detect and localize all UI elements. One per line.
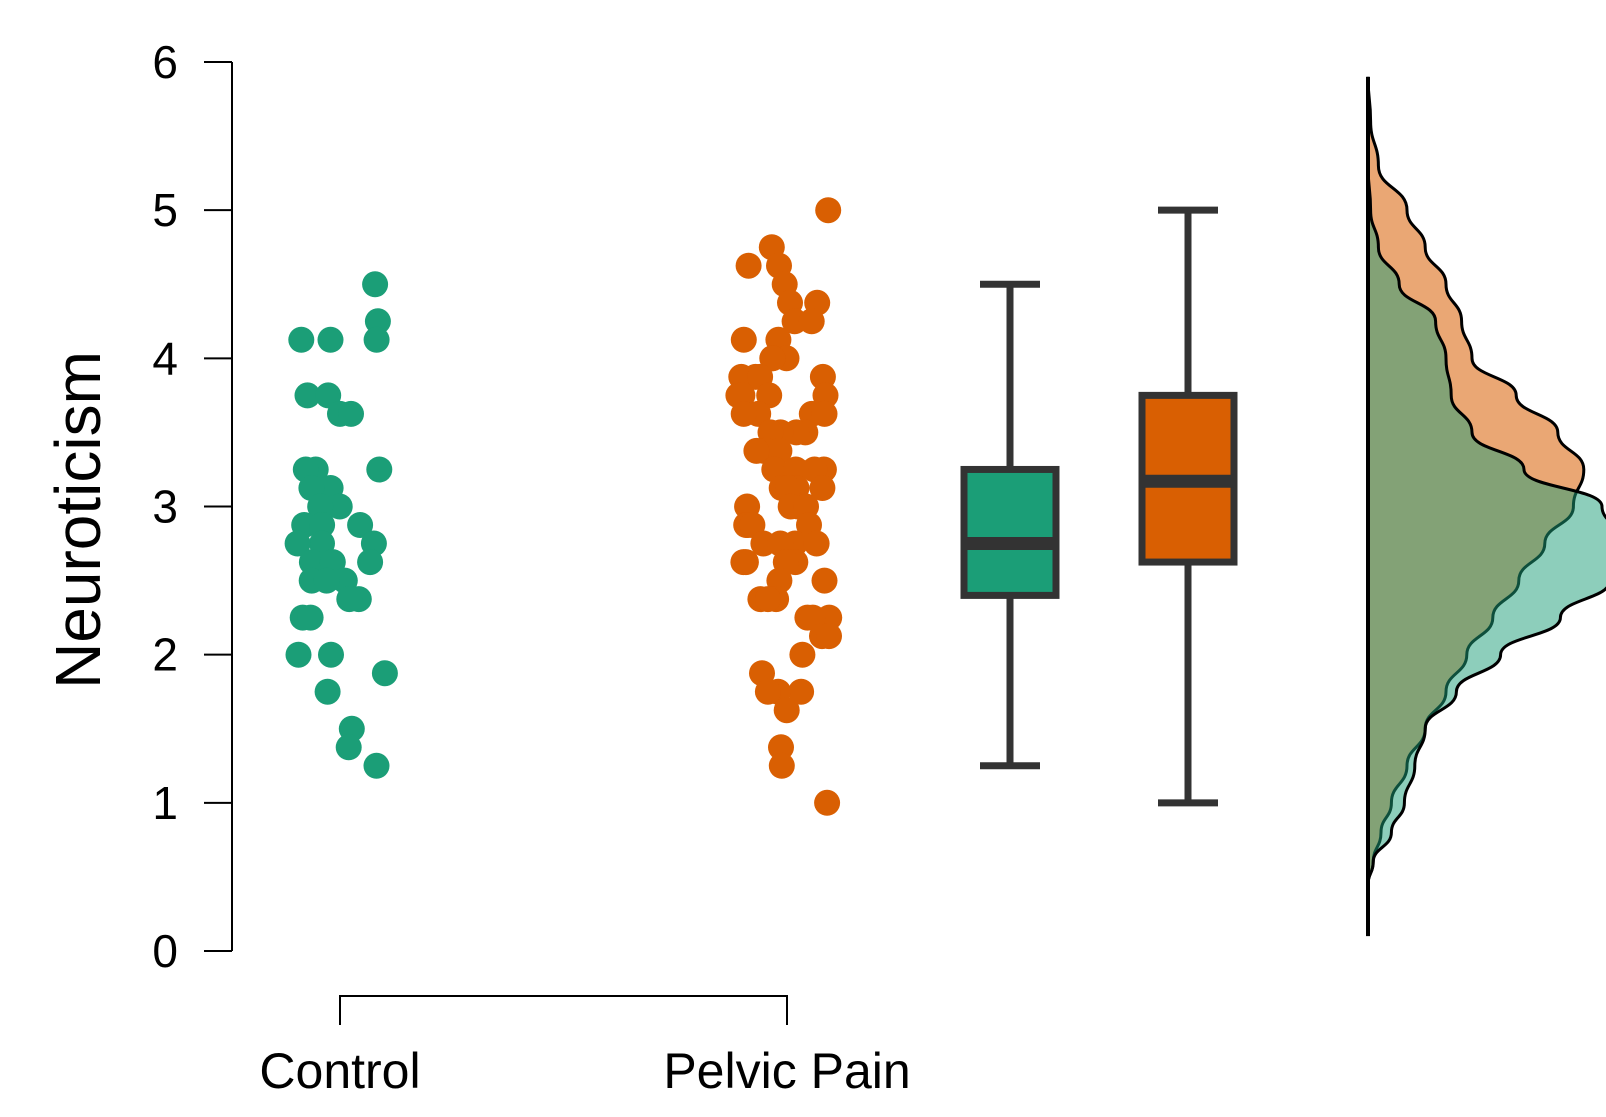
data-point	[759, 345, 786, 372]
data-point	[326, 493, 353, 520]
data-point	[815, 197, 842, 224]
data-point	[743, 437, 770, 464]
data-point	[357, 549, 384, 576]
y-tick-label: 2	[152, 629, 178, 681]
box-plot	[960, 280, 1060, 770]
y-axis-title: Neuroticism	[42, 351, 114, 689]
data-point	[789, 641, 816, 668]
data-point	[816, 623, 842, 650]
data-point	[730, 549, 757, 576]
data-point	[315, 382, 342, 409]
data-point	[773, 697, 800, 724]
x-axis-bracket	[339, 995, 788, 1025]
data-point	[297, 604, 324, 631]
data-point	[313, 567, 340, 594]
x-axis: Control Pelvic Pain	[259, 995, 911, 1099]
y-tick-label: 1	[152, 777, 178, 829]
y-tick-label: 6	[152, 36, 178, 88]
y-tick-label: 5	[152, 184, 178, 236]
data-point	[812, 382, 839, 409]
data-point	[735, 252, 762, 279]
data-point	[809, 475, 836, 501]
iqr-box	[960, 465, 1060, 599]
y-tick-label: 3	[152, 481, 178, 533]
x-category-label: Control	[259, 1043, 420, 1099]
data-point	[814, 789, 841, 816]
data-point	[768, 734, 794, 761]
data-point	[371, 660, 398, 687]
data-point	[362, 271, 389, 298]
density-plot	[1366, 76, 1606, 937]
data-point	[285, 641, 312, 668]
data-point	[754, 678, 781, 705]
data-point	[803, 530, 830, 557]
data-point	[314, 678, 341, 705]
data-point	[811, 567, 838, 594]
data-point	[288, 326, 315, 353]
data-point	[317, 326, 344, 353]
data-point	[284, 530, 311, 557]
data-point	[798, 308, 825, 335]
data-point	[364, 308, 391, 335]
box-plots	[960, 206, 1238, 807]
y-tick-label: 4	[152, 332, 178, 384]
data-point	[338, 400, 364, 427]
density-control	[1366, 76, 1606, 885]
x-category-label: Pelvic Pain	[663, 1043, 910, 1099]
data-point	[347, 512, 374, 538]
data-point	[309, 512, 336, 538]
data-point	[318, 641, 344, 668]
data-point	[366, 456, 393, 483]
data-point	[788, 678, 815, 705]
data-point	[811, 400, 838, 427]
y-axis: 0 1 2 3 4 5 6	[152, 36, 233, 977]
data-point	[730, 326, 757, 353]
data-point	[336, 586, 363, 613]
data-point	[363, 752, 390, 779]
box-plot	[1138, 206, 1238, 807]
data-point	[768, 752, 795, 779]
data-point	[729, 382, 756, 409]
data-point	[294, 382, 321, 409]
data-point	[298, 549, 325, 576]
y-tick-label: 0	[152, 925, 178, 977]
data-point	[730, 400, 757, 427]
data-point	[335, 734, 362, 761]
jitter-points	[284, 197, 843, 816]
data-point	[754, 586, 781, 613]
data-point	[363, 326, 390, 353]
